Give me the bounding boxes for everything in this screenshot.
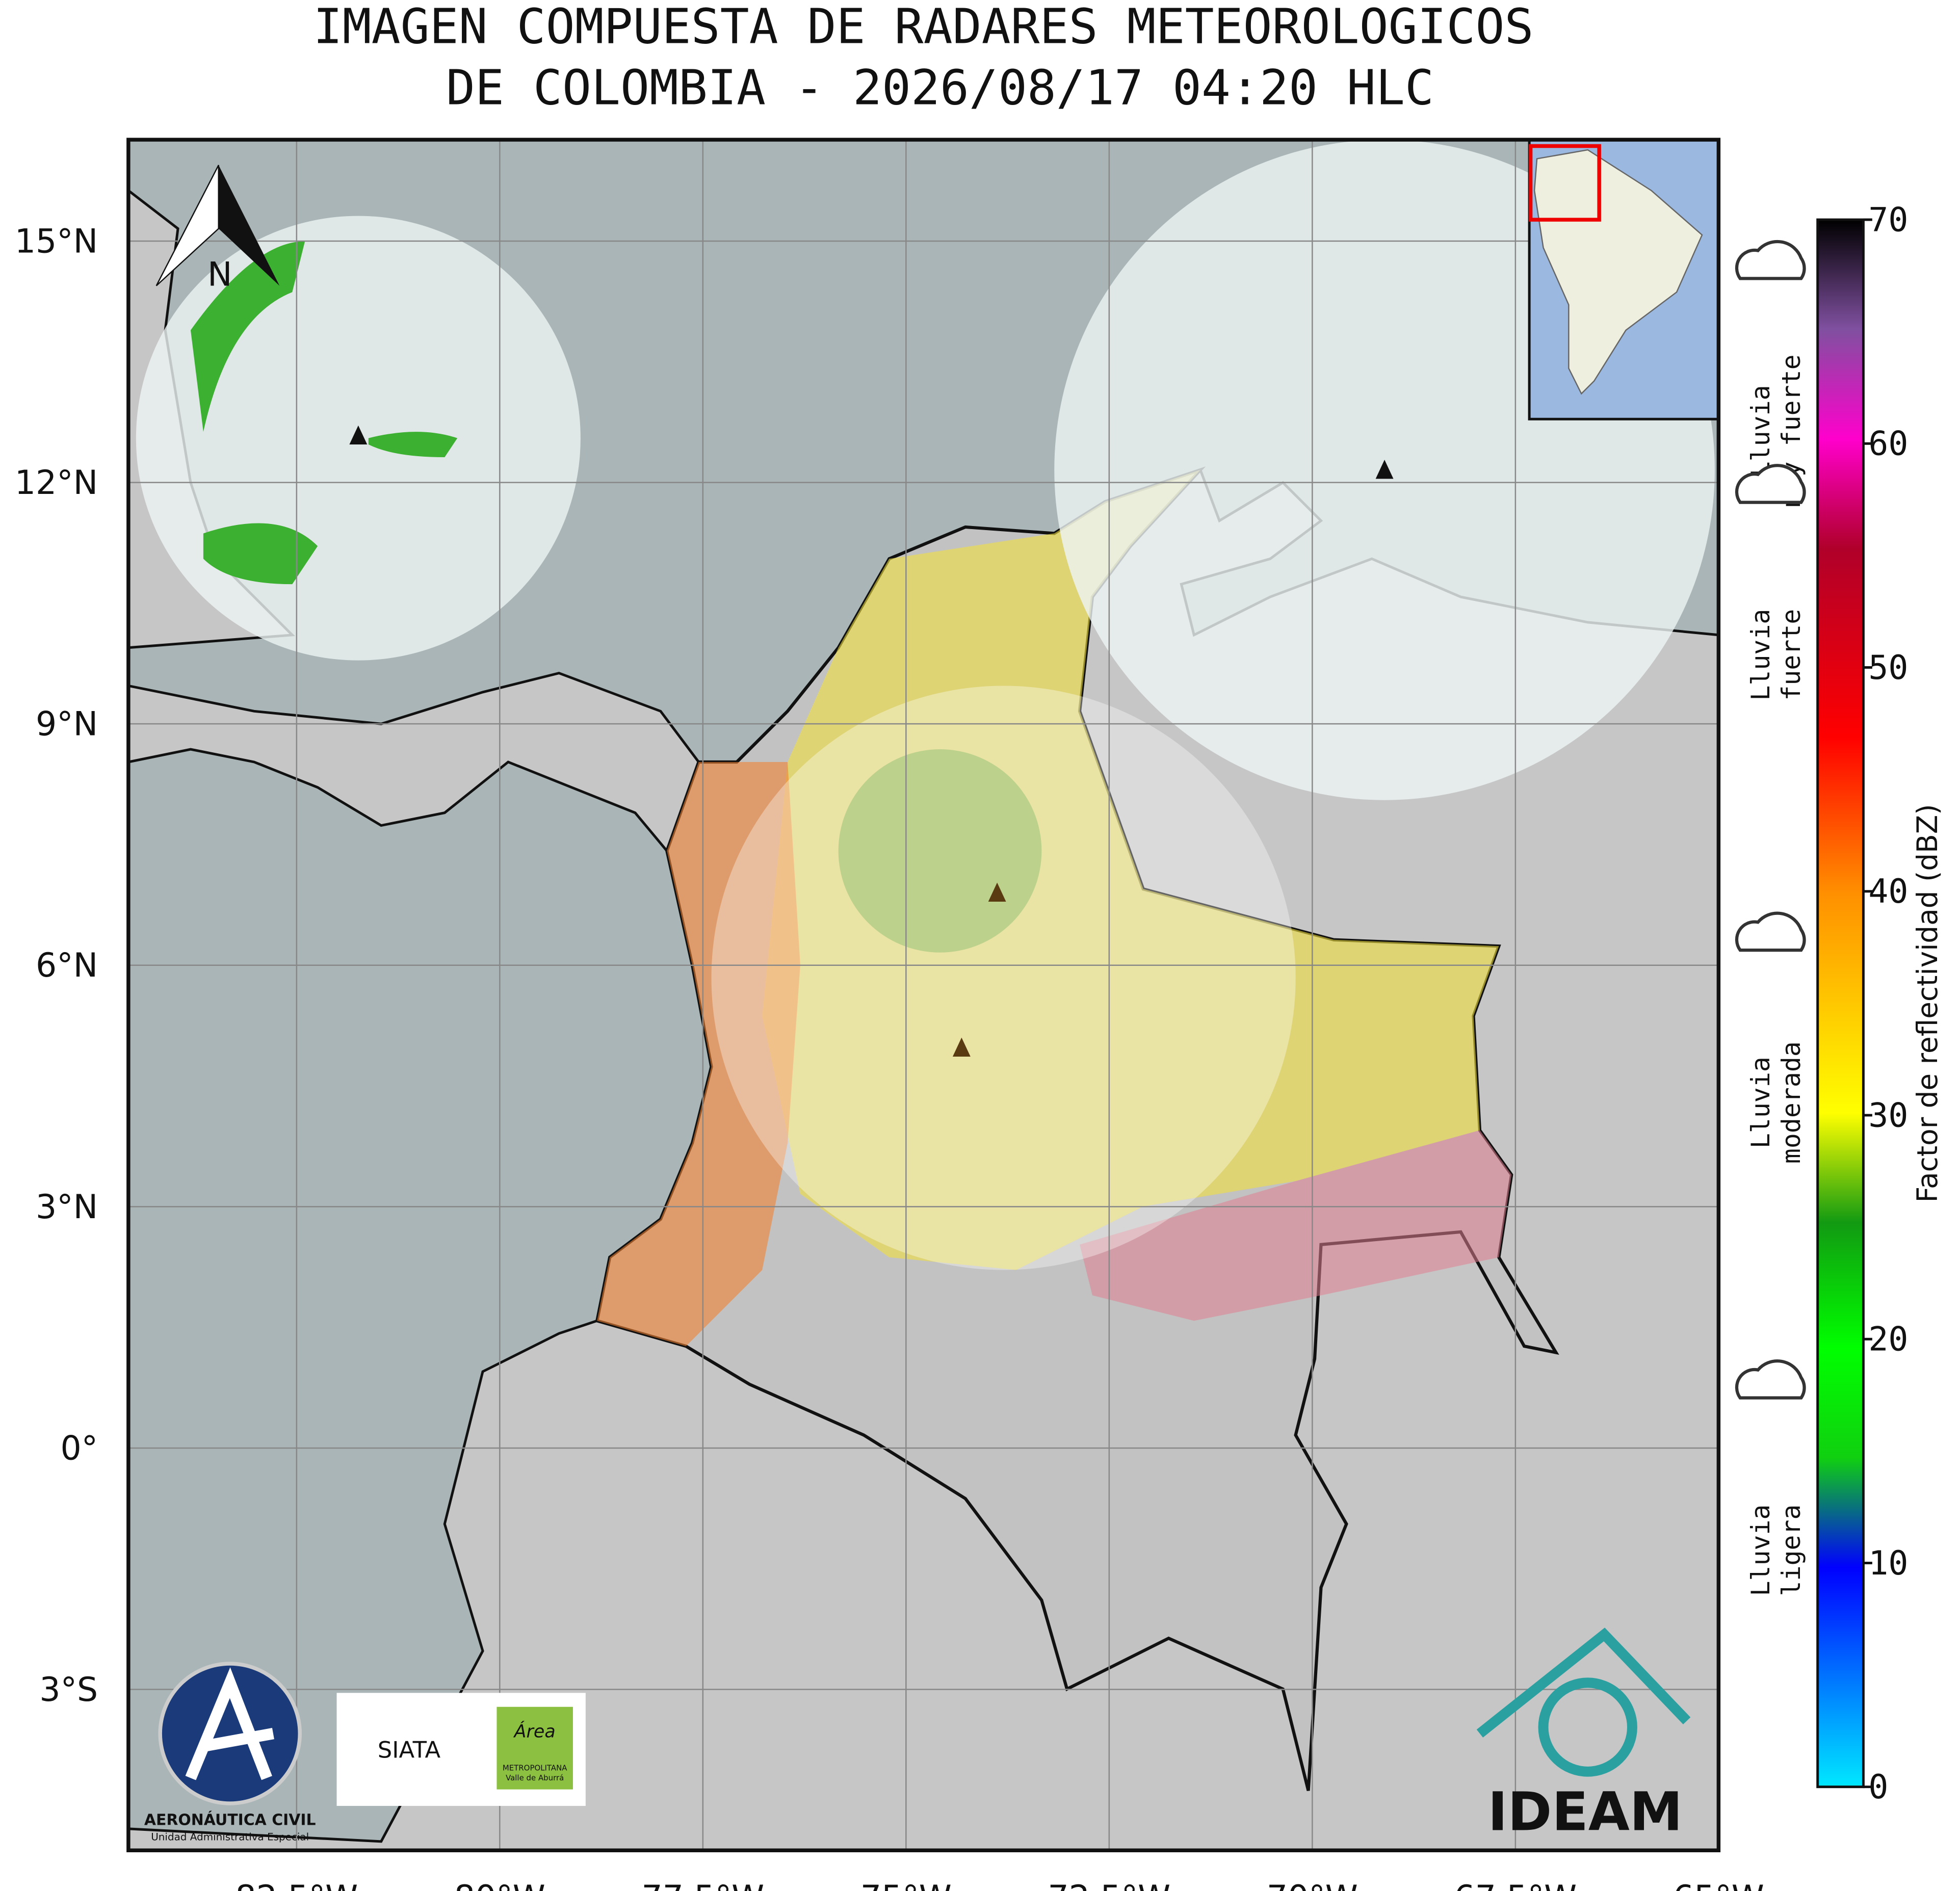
- x-tick-label: 77.5°W: [642, 1879, 765, 1891]
- map-area: N AERONÁUTICA CIVIL Unidad Administrativ…: [128, 140, 1719, 1851]
- ideam-swirl: [1538, 1677, 1637, 1777]
- y-tick-label: 9°N: [36, 705, 98, 744]
- precip-overlay: [597, 761, 800, 1347]
- y-tick-label: 3°N: [36, 1188, 98, 1226]
- y-tick-label: 3°S: [39, 1671, 98, 1709]
- ideam-roof: [1476, 1627, 1691, 1738]
- grid: [128, 140, 1719, 1851]
- aerocivil-mark: [185, 1667, 274, 1780]
- colorbar-tick-label: 50: [1868, 649, 1908, 687]
- rain-label-line: Lluvia: [1746, 609, 1775, 701]
- x-tick-label: 72.5°W: [1048, 1879, 1171, 1891]
- axes: 82.5°W 80°W 77.5°W 75°W 72.5°W 70°W 67.5°W 65°W…: [15, 222, 1764, 1891]
- title-line: IMAGEN COMPUESTA DE RADARES METEOROLOGIC…: [313, 0, 1534, 55]
- logo-text: IDEAM: [1488, 1780, 1683, 1843]
- north-arrow: N: [155, 165, 280, 294]
- logo-text: Área: [513, 1721, 556, 1742]
- colorbar-tick-label: 30: [1868, 1096, 1908, 1135]
- rain-label: Lluvia moderada: [1746, 1041, 1806, 1164]
- colorbar-label: Factor de reflectividad (dBZ): [1911, 804, 1944, 1202]
- rain-label-line: ligera: [1776, 1505, 1806, 1596]
- cloud-icon: [1735, 1359, 1806, 1400]
- colorbar-axis: 0 10 20 30 40 50 60 70 Factor de reflectividad (…: [1863, 201, 1944, 1806]
- rain-label-line: Lluvia: [1746, 1057, 1775, 1148]
- title-line: DE COLOMBIA - 2026/08/17 04:20 HLC: [446, 60, 1434, 116]
- cloud-icon: [1735, 240, 1806, 280]
- colorbar-tick-label: 0: [1868, 1768, 1888, 1806]
- colorbar-tick-label: 10: [1868, 1544, 1908, 1583]
- x-tick-label: 67.5°W: [1454, 1879, 1577, 1891]
- rain-label-line: moderada: [1776, 1041, 1806, 1164]
- x-tick-label: 80°W: [454, 1879, 545, 1891]
- inset-extent: [1528, 144, 1601, 222]
- y-tick-label: 12°N: [15, 464, 98, 502]
- colorbar: [1816, 218, 1865, 1789]
- inset-map: [1528, 140, 1719, 421]
- y-tick-label: 0°: [60, 1429, 98, 1467]
- colorbar-tick-label: 70: [1868, 201, 1908, 239]
- colorbar-tick-label: 20: [1868, 1321, 1908, 1359]
- x-tick-label: 65°W: [1673, 1879, 1764, 1891]
- logo-text: AERONÁUTICA CIVIL: [144, 1810, 316, 1829]
- rain-label-line: Lluvia: [1746, 1505, 1775, 1596]
- y-tick-label: 15°N: [15, 222, 98, 260]
- x-tick-label: 75°W: [860, 1879, 952, 1891]
- x-tick-label: 82.5°W: [236, 1879, 358, 1891]
- colorbar-tick-label: 60: [1868, 425, 1908, 463]
- radar-site: [1375, 459, 1394, 479]
- logo-text: SIATA: [378, 1736, 441, 1763]
- precip-overlay: [762, 469, 1499, 1270]
- rain-label-line: Lluvia: [1746, 385, 1775, 477]
- radar-site: [349, 425, 368, 445]
- cloud-icon: [1735, 911, 1806, 952]
- north-label: N: [207, 256, 232, 294]
- radar-site: [952, 1037, 971, 1057]
- rain-label: Lluvia ligera: [1746, 1505, 1806, 1596]
- logo-text: Valle de Aburrá: [506, 1773, 564, 1782]
- logo-text: METROPOLITANA: [503, 1763, 567, 1772]
- area-logo: [496, 1706, 573, 1790]
- radar-site: [988, 882, 1006, 902]
- title: IMAGEN COMPUESTA DE RADARES METEOROLOGIC…: [313, 0, 1534, 116]
- north-arrow-right: [218, 165, 280, 286]
- colorbar-tick-label: 40: [1868, 873, 1908, 911]
- logo-text: Unidad Administrativa Especial: [151, 1831, 309, 1843]
- x-tick-label: 70°W: [1267, 1879, 1358, 1891]
- cloud-icon: [1735, 464, 1806, 504]
- precip-overlay: [1080, 1130, 1512, 1321]
- y-tick-label: 6°N: [36, 947, 98, 985]
- radar-coverage: [711, 686, 1296, 1270]
- rain-label: Lluvia fuerte: [1746, 609, 1806, 701]
- map-frame: [126, 138, 1721, 1853]
- inset-land: [1533, 149, 1703, 395]
- logos: AERONÁUTICA CIVIL Unidad Administrativa …: [144, 1627, 1691, 1843]
- radar-echo: [190, 241, 458, 585]
- rain-label-line: fuerte: [1776, 609, 1806, 701]
